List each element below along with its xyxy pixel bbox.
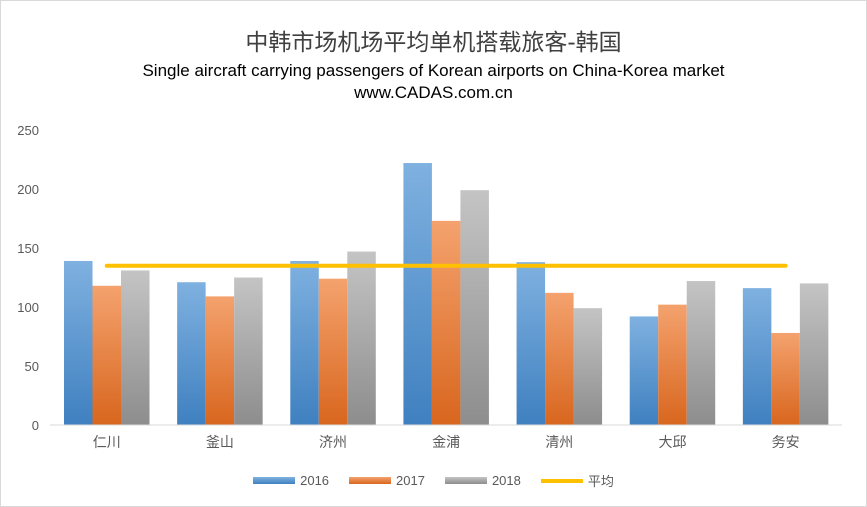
bar-2018-清州 bbox=[573, 308, 603, 425]
bar-2017-济州 bbox=[318, 278, 348, 425]
legend-swatch-2016 bbox=[253, 477, 296, 484]
x-tick-label: 清州 bbox=[545, 435, 573, 451]
bar-2016-清州 bbox=[516, 262, 546, 425]
y-tick-label: 100 bbox=[17, 300, 39, 315]
bar-2016-金浦 bbox=[403, 163, 432, 426]
x-tick-label: 务安 bbox=[772, 435, 800, 451]
bar-2017-清州 bbox=[545, 292, 574, 425]
x-tick-label: 济州 bbox=[319, 435, 347, 451]
x-tick-label: 釜山 bbox=[206, 435, 234, 451]
bar-2016-务安 bbox=[742, 288, 772, 425]
bar-2017-釜山 bbox=[205, 296, 235, 425]
x-tick-label: 大邱 bbox=[658, 435, 686, 451]
bar-2017-金浦 bbox=[431, 220, 461, 425]
chart-title: 中韩市场机场平均单机搭载旅客-韩国 bbox=[245, 30, 622, 56]
legend-label-2017: 2017 bbox=[396, 473, 425, 488]
bar-2018-大邱 bbox=[686, 281, 716, 425]
bar-2016-釜山 bbox=[177, 282, 206, 425]
y-tick-label: 250 bbox=[17, 123, 39, 138]
legend-swatch-2018 bbox=[444, 477, 487, 484]
bar-2018-金浦 bbox=[460, 190, 489, 425]
legend-label-average: 平均 bbox=[587, 474, 614, 489]
legend-item-2017: 2017 bbox=[349, 471, 425, 490]
y-tick-label: 200 bbox=[17, 182, 39, 197]
legend-swatch-average bbox=[540, 478, 583, 483]
bar-2016-大邱 bbox=[629, 316, 659, 425]
legend-label-2018: 2018 bbox=[491, 473, 521, 488]
bar-2016-仁川 bbox=[64, 260, 93, 425]
y-tick-label: 0 bbox=[32, 418, 39, 433]
legend-swatch-2017 bbox=[349, 477, 392, 484]
legend: 2016 2017 2018 平均 bbox=[1, 471, 866, 490]
bar-2016-济州 bbox=[290, 260, 319, 425]
bar-2018-釜山 bbox=[234, 277, 263, 425]
legend-item-2018: 2018 bbox=[444, 471, 521, 490]
bar-2018-仁川 bbox=[121, 270, 150, 425]
bar-2017-务安 bbox=[771, 332, 800, 425]
y-tick-label: 150 bbox=[17, 241, 39, 256]
chart-subtitle: Single aircraft carrying passengers of K… bbox=[142, 61, 725, 80]
legend-item-average: 平均 bbox=[540, 471, 614, 490]
bar-2017-仁川 bbox=[92, 285, 121, 425]
x-tick-label: 金浦 bbox=[432, 435, 460, 451]
x-tick-label: 仁川 bbox=[93, 435, 121, 451]
legend-item-2016: 2016 bbox=[253, 471, 329, 490]
bar-2018-务安 bbox=[799, 283, 829, 425]
bar-2017-大邱 bbox=[658, 304, 687, 425]
bar-2018-济州 bbox=[347, 251, 376, 425]
legend-label-2016: 2016 bbox=[300, 473, 330, 488]
y-tick-label: 50 bbox=[25, 359, 39, 374]
chart-source: www.CADAS.com.cn bbox=[354, 83, 513, 102]
